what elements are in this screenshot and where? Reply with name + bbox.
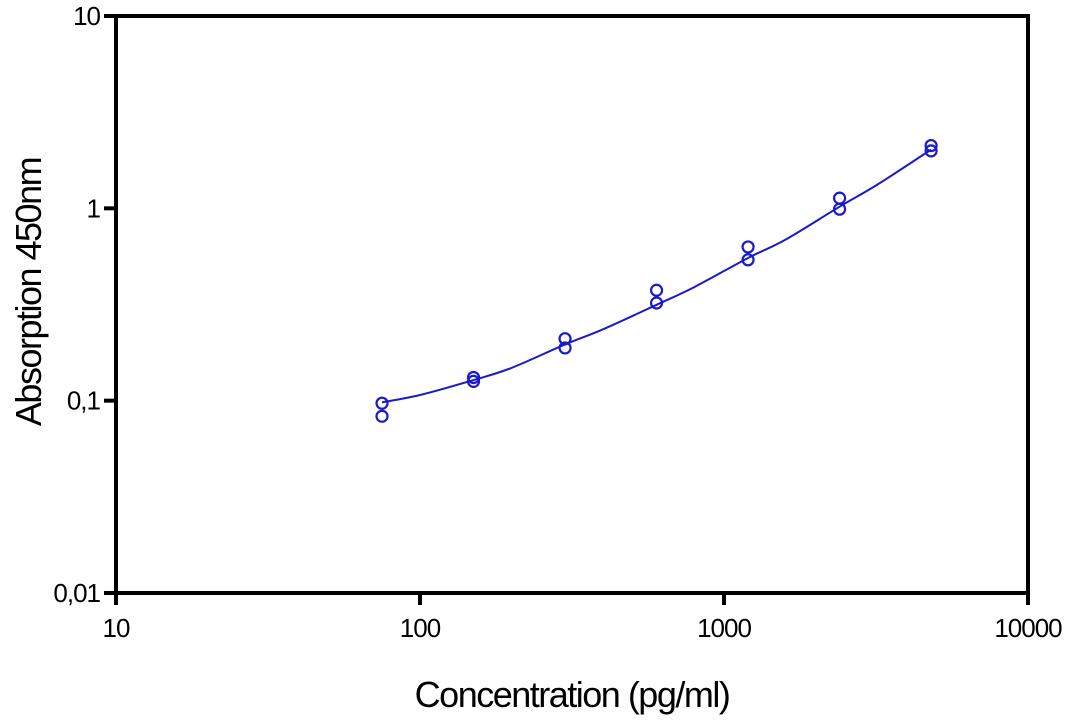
- y-tick-label: 1: [87, 193, 101, 223]
- data-point: [834, 193, 845, 204]
- x-tick-label: 100: [400, 613, 441, 643]
- x-tick-label: 1000: [697, 613, 751, 643]
- data-point: [651, 285, 662, 296]
- data-point: [377, 398, 388, 409]
- y-tick-label: 0,1: [67, 386, 101, 416]
- y-tick-label: 10: [73, 1, 100, 31]
- y-tick-label: 0,01: [53, 578, 100, 608]
- y-axis-label: Absorption 450nm: [8, 158, 49, 426]
- data-point: [377, 411, 388, 422]
- fit-curve: [382, 150, 931, 403]
- axes: [116, 16, 1028, 593]
- data-points-group: [377, 140, 937, 422]
- ticks: 10 100 1000 10000 0,01 0,1 1 10: [53, 1, 1062, 643]
- x-axis-label: Concentration (pg/ml): [415, 674, 730, 715]
- plot-frame: [116, 16, 1028, 593]
- data-point: [743, 241, 754, 252]
- x-tick-label: 10: [103, 613, 130, 643]
- fit-curve-group: [382, 150, 931, 403]
- x-tick-label: 10000: [994, 613, 1062, 643]
